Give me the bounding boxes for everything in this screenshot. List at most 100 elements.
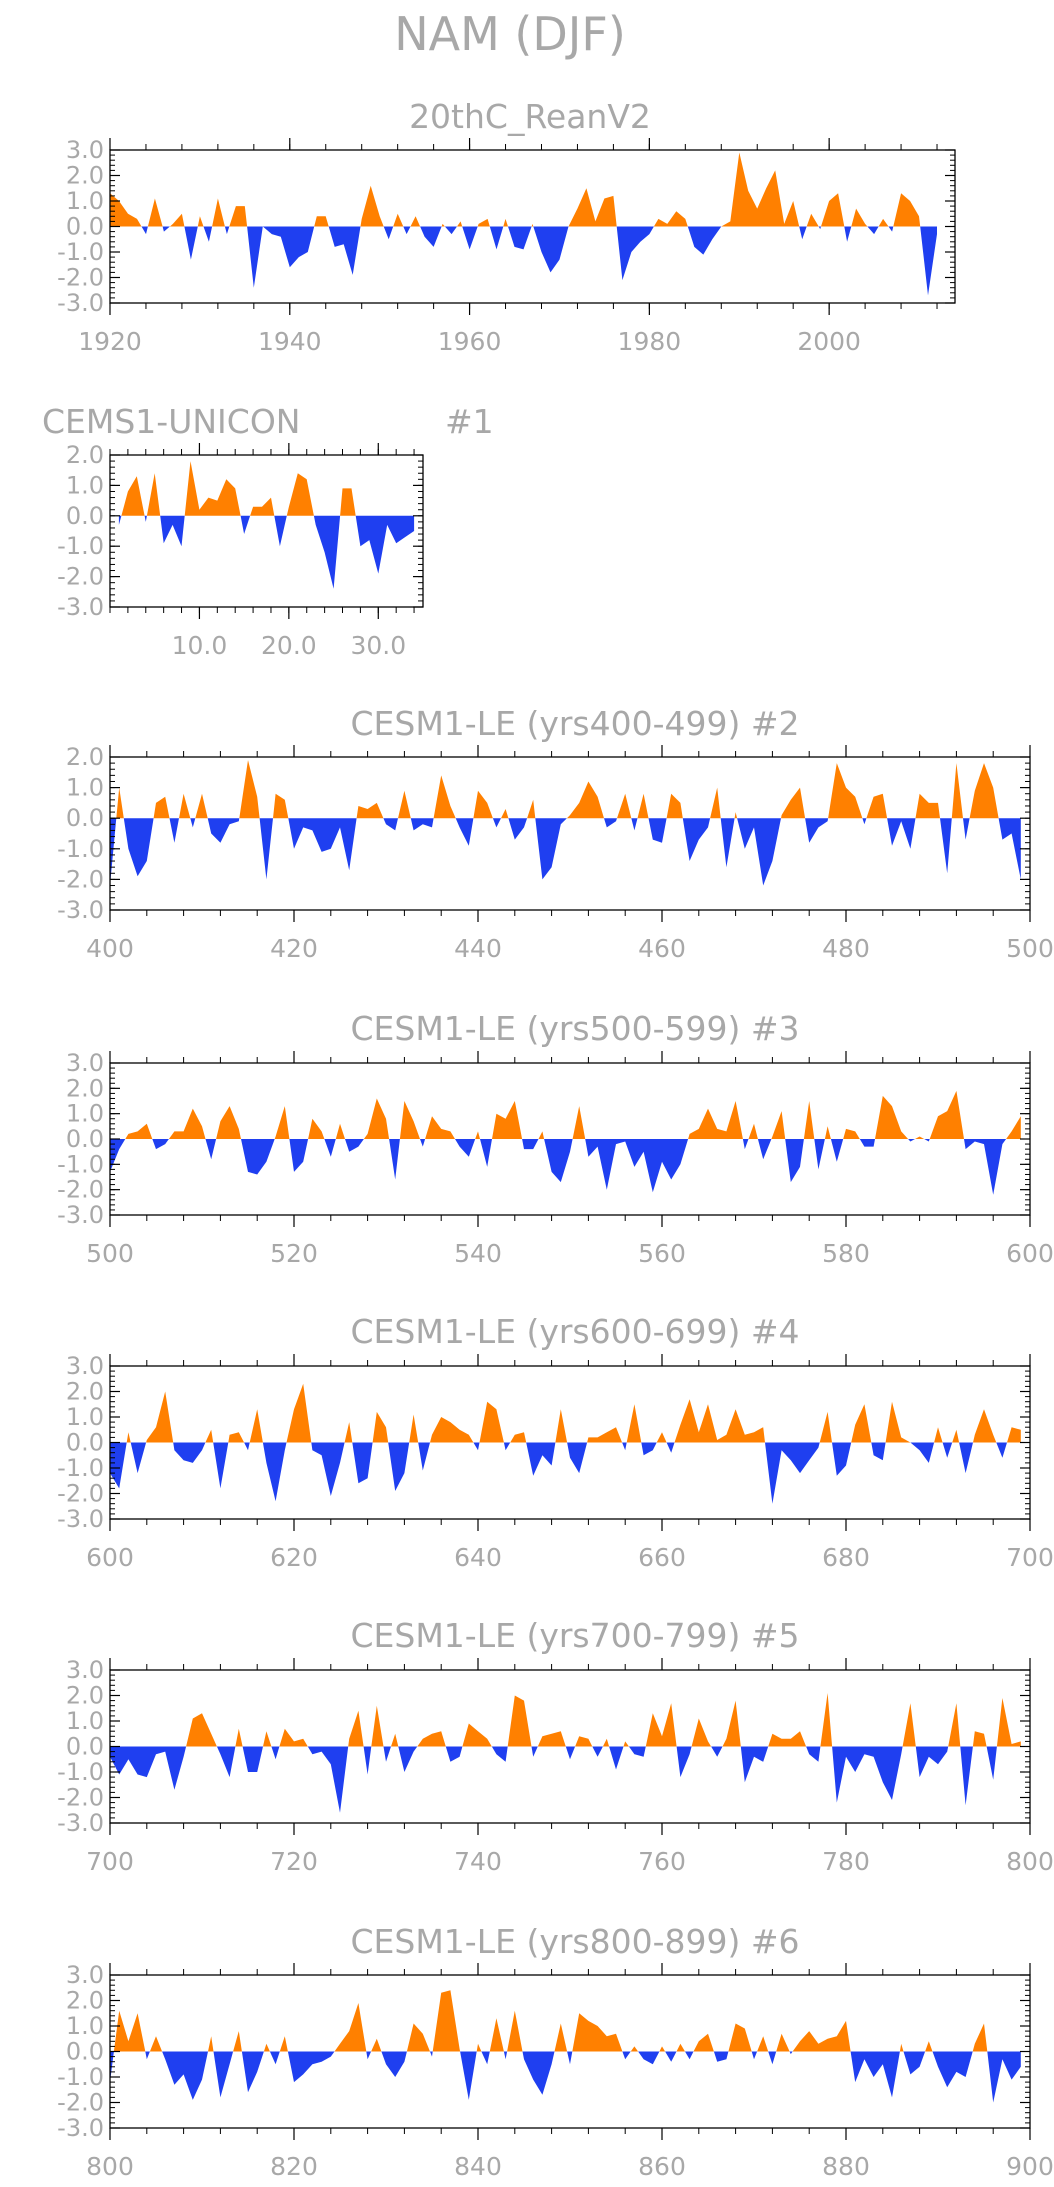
series-area-positive — [110, 760, 1021, 819]
x-tick-label: 1940 — [258, 327, 322, 356]
chart-panel-2: CEMS1-UNICON #1 2.01.0 0.0-1.0 -2.0-3.0 10.0 2… — [42, 402, 494, 660]
y-tick-label: -2.0 — [57, 1480, 104, 1508]
x-tick-label: 860 — [638, 2152, 686, 2181]
y-tick-label: 1.0 — [66, 1403, 104, 1431]
x-tick-label: 660 — [638, 1543, 686, 1572]
y-tick-label: 0.0 — [66, 1125, 104, 1153]
y-tick-label: 0.0 — [66, 804, 104, 832]
x-tick-label: 680 — [822, 1543, 870, 1572]
y-tick-label: 1.0 — [66, 1100, 104, 1128]
x-tick-label: 700 — [86, 1847, 134, 1876]
series-area-positive — [118, 461, 415, 516]
chart-title: CESM1-LE (yrs700-799) #5 — [351, 1616, 800, 1655]
panels: 20thC_ReanV23.02.01.00.0-1.0-2.0-3.01920… — [42, 97, 1054, 2181]
series-area-positive — [110, 1990, 1021, 2052]
chart-panel-6: CESM1-LE (yrs700-799) #5 3.02.01.00.0-1.0… — [57, 1616, 1054, 1876]
y-tick-label: -3.0 — [57, 1809, 104, 1837]
y-tick-label: -3.0 — [57, 1201, 104, 1229]
y-tick-label: -2.0 — [57, 1784, 104, 1812]
y-tick-label: 0.0 — [66, 1429, 104, 1457]
x-tick-label: 800 — [86, 2152, 134, 2181]
x-tick-label: 880 — [822, 2152, 870, 2181]
chart-panel-7: CESM1-LE (yrs800-899) #6 3.02.01.00.0-1.0… — [57, 1922, 1054, 2181]
x-tick-label: 700 — [1006, 1543, 1054, 1572]
y-tick-label: -2.0 — [57, 1176, 104, 1204]
y-tick-label: -1.0 — [57, 835, 104, 863]
y-tick-label: 2.0 — [66, 1987, 104, 2015]
y-tick-label: 3.0 — [66, 1049, 104, 1077]
y-tick-label: 2.0 — [66, 1074, 104, 1102]
y-tick-label: 0.0 — [66, 213, 104, 241]
y-tick-label: 3.0 — [66, 1656, 104, 1684]
chart-title: CESM1-LE (yrs800-899) #6 — [351, 1922, 800, 1961]
x-tick-label: 620 — [270, 1543, 318, 1572]
series-area-negative — [118, 515, 415, 589]
y-tick-label: -1.0 — [57, 1150, 104, 1178]
x-tick-label: 1920 — [78, 327, 142, 356]
chart-run-label: #1 — [445, 402, 494, 441]
x-tick-label: 400 — [86, 934, 134, 963]
x-tick-label: 1980 — [618, 327, 682, 356]
chart-panel-5: CESM1-LE (yrs600-699) #4 3.02.01.00.0-1.0… — [57, 1312, 1054, 1572]
y-tick-label: -3.0 — [57, 1505, 104, 1533]
chart-panel-3: CESM1-LE (yrs400-499) #2 2.0 1.00.0 -1.0-2.… — [57, 704, 1054, 963]
x-tick-label: 520 — [270, 1239, 318, 1268]
y-tick-label: -3.0 — [57, 289, 104, 317]
y-tick-label: -1.0 — [57, 532, 104, 560]
y-tick-label: 1.0 — [66, 187, 104, 215]
y-tick-label: -2.0 — [57, 865, 104, 893]
x-tick-label: 900 — [1006, 2152, 1054, 2181]
y-tick-label: -1.0 — [57, 1758, 104, 1786]
y-tick-label: 3.0 — [66, 1352, 104, 1380]
y-tick-label: -1.0 — [57, 1454, 104, 1482]
x-tick-label: 480 — [822, 934, 870, 963]
x-tick-label: 800 — [1006, 1847, 1054, 1876]
y-tick-label: -1.0 — [57, 238, 104, 266]
chart-panel-1: 20thC_ReanV2 3.02.01.00.0-1.0-2.0-3.0 1920… — [57, 97, 956, 356]
x-tick-label: 540 — [454, 1239, 502, 1268]
x-tick-label: 500 — [1006, 934, 1054, 963]
series-area-negative — [110, 818, 1021, 886]
series-area-negative — [110, 1746, 1021, 1813]
x-tick-label: 600 — [86, 1543, 134, 1572]
y-tick-label: 0.0 — [66, 502, 104, 530]
y-tick-label: 2.0 — [66, 1682, 104, 1710]
plot-frame — [109, 756, 1031, 911]
chart-title: CEMS1-UNICON — [42, 402, 301, 441]
y-tick-label: -2.0 — [57, 2089, 104, 2117]
series-area-positive — [110, 1090, 1021, 1139]
chart-title: CESM1-LE (yrs500-599) #3 — [351, 1009, 800, 1048]
x-tick-label: 740 — [454, 1847, 502, 1876]
series-area-negative — [110, 1139, 1021, 1195]
y-tick-label: 1.0 — [66, 774, 104, 802]
x-tick-label: 560 — [638, 1239, 686, 1268]
chart-title: CESM1-LE (yrs400-499) #2 — [351, 704, 800, 743]
x-tick-label: 10.0 — [172, 631, 228, 660]
y-tick-label: 1.0 — [66, 2012, 104, 2040]
y-tick-label: 2.0 — [66, 441, 104, 469]
x-tick-label: 720 — [270, 1847, 318, 1876]
x-tick-label: 760 — [638, 1847, 686, 1876]
x-tick-label: 1960 — [438, 327, 502, 356]
x-tick-label: 500 — [86, 1239, 134, 1268]
x-tick-label: 840 — [454, 2152, 502, 2181]
y-tick-label: -1.0 — [57, 2063, 104, 2091]
x-tick-label: 640 — [454, 1543, 502, 1572]
x-tick-label: 600 — [1006, 1239, 1054, 1268]
series-area-negative — [110, 1442, 1021, 1504]
x-tick-label: 420 — [270, 934, 318, 963]
y-tick-label: 1.0 — [66, 1707, 104, 1735]
chart-panel-4: CESM1-LE (yrs500-599) #3 3.02.01.00.0-1.0… — [57, 1009, 1054, 1268]
x-tick-label: 580 — [822, 1239, 870, 1268]
y-tick-label: -3.0 — [57, 2114, 104, 2142]
x-tick-label: 460 — [638, 934, 686, 963]
x-tick-label: 30.0 — [350, 631, 406, 660]
series-area-positive — [110, 152, 937, 227]
x-tick-label: 440 — [454, 934, 502, 963]
x-tick-label: 20.0 — [261, 631, 317, 660]
y-tick-label: -2.0 — [57, 264, 104, 292]
y-tick-label: 2.0 — [66, 162, 104, 190]
series-area-negative — [110, 2051, 1021, 2103]
plot-frame — [109, 454, 424, 608]
